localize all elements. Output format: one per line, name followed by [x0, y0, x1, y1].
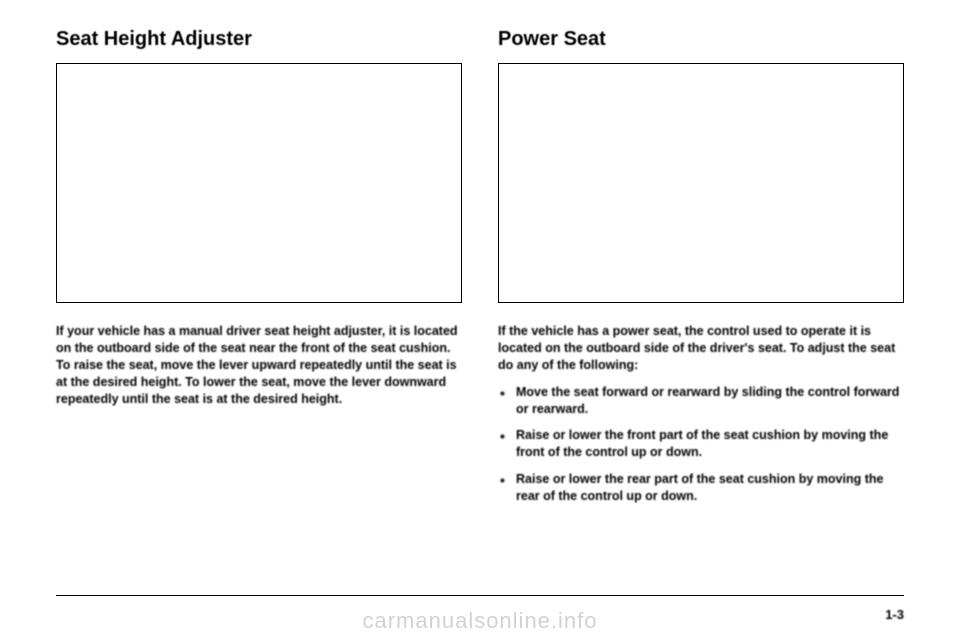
- right-paragraph: If the vehicle has a power seat, the con…: [498, 323, 904, 374]
- left-body: If your vehicle has a manual driver seat…: [56, 323, 462, 417]
- page-number: 1-3: [885, 607, 904, 622]
- right-column: Power Seat If the vehicle has a power se…: [498, 28, 904, 515]
- list-item: Move the seat forward or rearward by sli…: [516, 384, 904, 418]
- right-heading: Power Seat: [498, 28, 904, 51]
- right-figure-placeholder: [498, 63, 904, 303]
- left-paragraph: If your vehicle has a manual driver seat…: [56, 323, 462, 407]
- two-column-layout: Seat Height Adjuster If your vehicle has…: [56, 28, 904, 515]
- footer-rule: [56, 595, 904, 596]
- left-figure-placeholder: [56, 63, 462, 303]
- left-column: Seat Height Adjuster If your vehicle has…: [56, 28, 462, 515]
- list-item: Raise or lower the front part of the sea…: [516, 427, 904, 461]
- right-body: If the vehicle has a power seat, the con…: [498, 323, 904, 515]
- list-item: Raise or lower the rear part of the seat…: [516, 471, 904, 505]
- left-heading: Seat Height Adjuster: [56, 28, 462, 51]
- manual-page: Seat Height Adjuster If your vehicle has…: [0, 0, 960, 640]
- watermark-text: carmanualsonline.info: [0, 608, 960, 634]
- right-bullet-list: Move the seat forward or rearward by sli…: [498, 384, 904, 505]
